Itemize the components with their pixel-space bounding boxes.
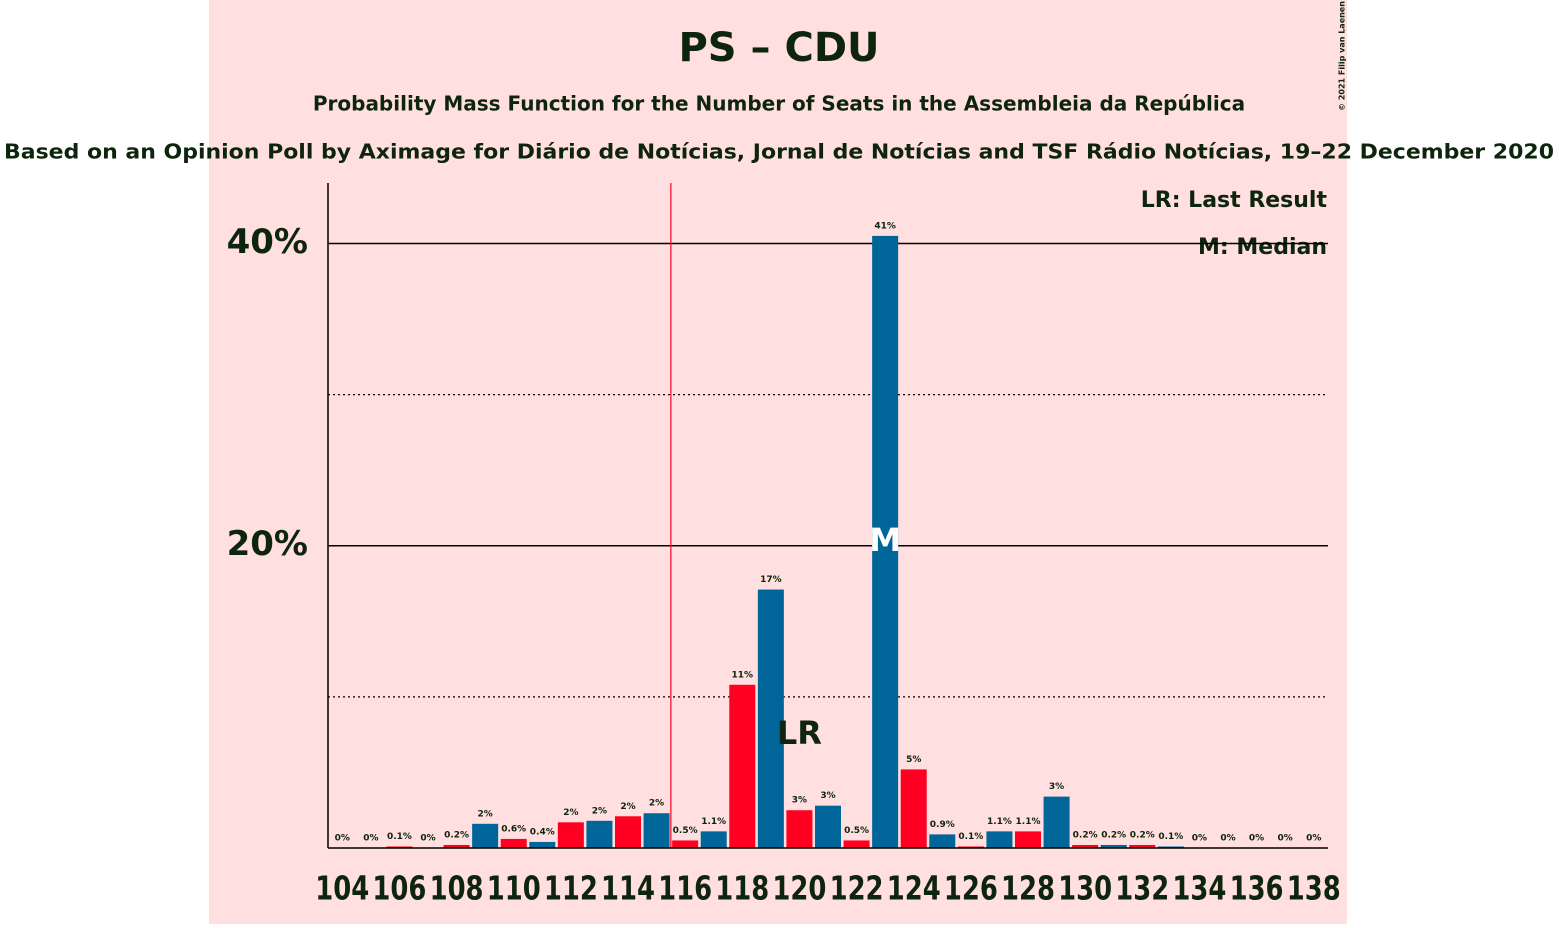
legend-entry: LR: Last Result xyxy=(1141,188,1328,213)
value-label: 41% xyxy=(874,221,896,231)
legend-entry: M: Median xyxy=(1198,235,1327,260)
bar xyxy=(729,684,756,848)
bar xyxy=(786,810,813,848)
value-label: 5% xyxy=(906,755,921,765)
bar xyxy=(815,805,841,848)
x-tick-label: 118 xyxy=(715,869,769,908)
last-result-label: LR xyxy=(777,714,822,752)
value-label: 0.1% xyxy=(958,832,983,842)
value-label: 2% xyxy=(592,806,607,816)
bar xyxy=(1157,846,1184,848)
value-label: 11% xyxy=(732,670,754,680)
value-label: 2% xyxy=(620,802,635,812)
value-label: 0.6% xyxy=(501,824,526,834)
y-tick-label: 20% xyxy=(227,524,308,564)
value-label: 0.1% xyxy=(1158,832,1183,842)
bar xyxy=(843,840,870,848)
value-label: 2% xyxy=(563,808,578,818)
bar xyxy=(672,840,699,848)
x-tick-label: 132 xyxy=(1115,869,1169,908)
bar xyxy=(757,589,784,848)
value-label: 3% xyxy=(1049,782,1064,792)
y-tick-label: 40% xyxy=(227,222,308,262)
x-tick-label: 104 xyxy=(315,869,369,908)
bar xyxy=(386,846,413,848)
credit: © 2021 Filip van Laenen xyxy=(1338,1,1347,111)
x-tick-label: 108 xyxy=(430,869,484,908)
value-label: 1.1% xyxy=(987,817,1012,827)
value-label: 17% xyxy=(760,575,782,585)
median-label: M xyxy=(869,521,901,559)
value-label: 0% xyxy=(335,834,350,844)
x-tick-label: 110 xyxy=(487,869,541,908)
x-tick-label: 134 xyxy=(1172,869,1226,908)
value-label: 3% xyxy=(792,796,807,806)
value-label: 0.1% xyxy=(387,832,412,842)
value-label: 0% xyxy=(1192,834,1207,844)
value-label: 0.5% xyxy=(844,826,869,836)
subtitle: Probability Mass Function for the Number… xyxy=(313,92,1245,116)
value-label: 0% xyxy=(1220,834,1235,844)
bar xyxy=(872,235,899,849)
value-label: 1.1% xyxy=(701,817,726,827)
bar xyxy=(986,831,1013,848)
bar xyxy=(1129,844,1156,848)
value-label: 0.5% xyxy=(673,826,698,836)
x-tick-label: 136 xyxy=(1230,869,1284,908)
bar xyxy=(1015,831,1041,848)
value-label: 0% xyxy=(420,834,435,844)
bar xyxy=(529,841,556,848)
x-tick-label: 106 xyxy=(372,869,426,908)
bar xyxy=(443,844,470,848)
x-tick-label: 120 xyxy=(772,869,826,908)
bar xyxy=(643,813,670,848)
value-label: 0% xyxy=(1249,834,1264,844)
bar xyxy=(929,834,956,848)
value-label: 0.2% xyxy=(1073,830,1098,840)
x-tick-label: 128 xyxy=(1001,869,1055,908)
x-tick-label: 116 xyxy=(658,869,712,908)
value-label: 2% xyxy=(478,809,493,819)
value-label: 1.1% xyxy=(1016,817,1041,827)
value-label: 0% xyxy=(363,834,378,844)
x-tick-label: 124 xyxy=(887,869,941,908)
value-label: 0.9% xyxy=(930,820,955,830)
value-label: 3% xyxy=(820,791,835,801)
bar xyxy=(1100,844,1127,848)
x-tick-label: 138 xyxy=(1287,869,1341,908)
value-label: 0% xyxy=(1278,834,1293,844)
chart-title: PS – CDU xyxy=(678,25,879,71)
bar xyxy=(957,846,984,848)
subtitle: Based on an Opinion Poll by Aximage for … xyxy=(4,140,1554,164)
x-tick-label: 114 xyxy=(601,869,655,908)
bar xyxy=(586,820,613,848)
x-tick-label: 130 xyxy=(1058,869,1112,908)
bar xyxy=(472,823,499,848)
bar xyxy=(900,769,927,848)
value-label: 0.2% xyxy=(1130,830,1155,840)
bar xyxy=(557,822,584,848)
value-label: 0.4% xyxy=(530,827,555,837)
x-tick-label: 112 xyxy=(544,869,598,908)
value-label: 0.2% xyxy=(444,830,469,840)
bar xyxy=(1072,844,1099,848)
x-tick-label: 122 xyxy=(830,869,884,908)
x-tick-label: 126 xyxy=(944,869,998,908)
bar xyxy=(500,838,527,848)
bar xyxy=(700,831,727,848)
bar xyxy=(1043,796,1070,848)
value-label: 0.2% xyxy=(1101,830,1126,840)
value-label: 2% xyxy=(649,799,664,809)
bar xyxy=(615,816,641,848)
value-label: 0% xyxy=(1306,834,1321,844)
